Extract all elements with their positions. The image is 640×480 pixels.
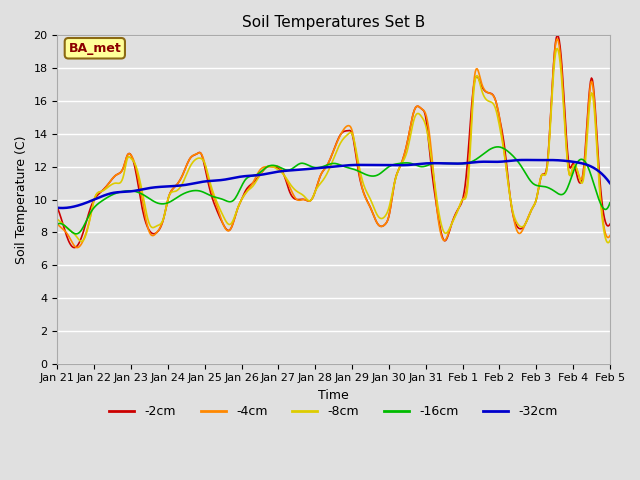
-8cm	[379, 215, 387, 221]
-4cm	[606, 233, 614, 239]
Line: -2cm: -2cm	[58, 35, 610, 248]
-2cm	[54, 205, 61, 211]
-2cm	[305, 198, 312, 204]
-32cm	[380, 162, 388, 168]
-2cm	[196, 150, 204, 156]
-16cm	[493, 144, 501, 150]
-2cm	[380, 222, 388, 228]
-8cm	[196, 155, 204, 161]
-4cm	[73, 245, 81, 251]
-8cm	[470, 93, 477, 98]
-32cm	[520, 157, 528, 163]
-4cm	[380, 222, 388, 228]
-4cm	[152, 230, 160, 236]
-4cm	[554, 36, 561, 42]
-32cm	[470, 159, 478, 165]
-2cm	[152, 230, 160, 236]
Line: -4cm: -4cm	[58, 39, 610, 248]
-32cm	[606, 180, 614, 186]
-8cm	[151, 224, 159, 229]
-8cm	[54, 216, 61, 222]
-4cm	[196, 150, 204, 156]
Y-axis label: Soil Temperature (C): Soil Temperature (C)	[15, 135, 28, 264]
-32cm	[54, 205, 61, 211]
-32cm	[152, 184, 160, 190]
Line: -32cm: -32cm	[58, 160, 610, 208]
-2cm	[70, 245, 78, 251]
Text: BA_met: BA_met	[68, 42, 121, 55]
-16cm	[305, 162, 312, 168]
-32cm	[424, 160, 431, 166]
-16cm	[152, 200, 160, 205]
-16cm	[72, 231, 80, 237]
-32cm	[196, 179, 204, 185]
-2cm	[554, 32, 561, 38]
-4cm	[54, 221, 61, 227]
-8cm	[422, 125, 430, 131]
-8cm	[303, 197, 311, 203]
-4cm	[470, 75, 478, 81]
-2cm	[424, 126, 431, 132]
-32cm	[58, 205, 66, 211]
-2cm	[606, 221, 614, 227]
Line: -8cm: -8cm	[58, 48, 610, 243]
-16cm	[470, 157, 478, 163]
-16cm	[196, 188, 204, 194]
-8cm	[554, 46, 561, 51]
Title: Soil Temperatures Set B: Soil Temperatures Set B	[242, 15, 426, 30]
-2cm	[470, 79, 478, 85]
-32cm	[305, 166, 312, 172]
Legend: -2cm, -4cm, -8cm, -16cm, -32cm: -2cm, -4cm, -8cm, -16cm, -32cm	[104, 400, 563, 423]
-4cm	[305, 198, 312, 204]
-8cm	[606, 238, 614, 243]
-8cm	[604, 240, 612, 246]
-16cm	[606, 200, 614, 206]
-16cm	[54, 221, 61, 227]
-16cm	[380, 168, 388, 173]
-4cm	[424, 118, 431, 123]
X-axis label: Time: Time	[318, 389, 349, 402]
Line: -16cm: -16cm	[58, 147, 610, 234]
-16cm	[424, 163, 431, 168]
